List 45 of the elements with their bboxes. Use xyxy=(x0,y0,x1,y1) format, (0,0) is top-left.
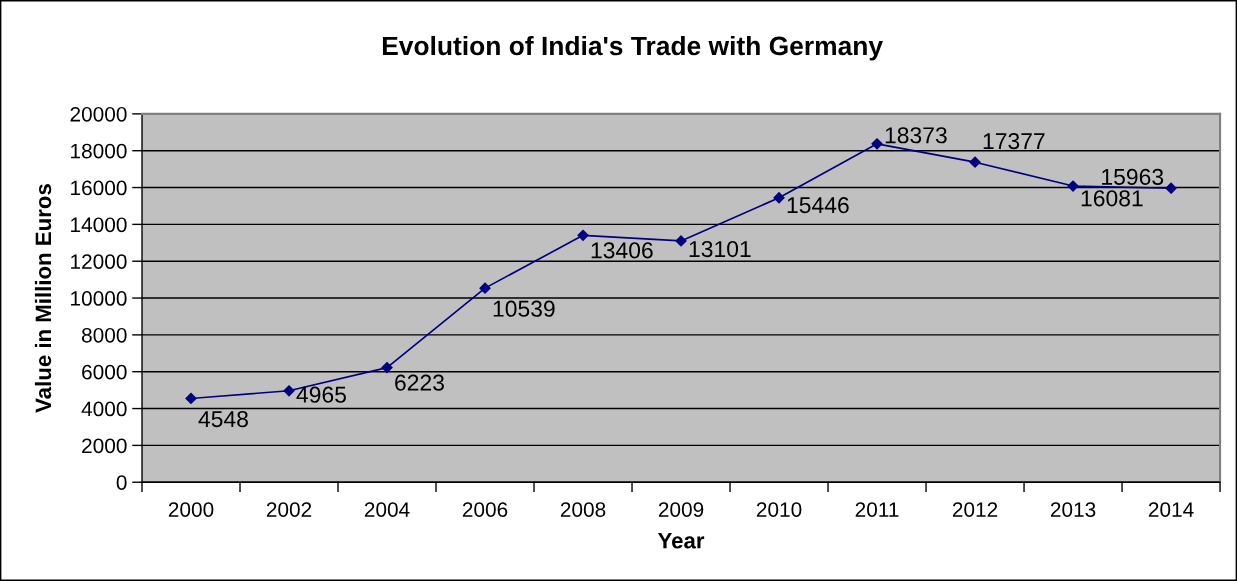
y-tick-label: 4000 xyxy=(81,401,127,417)
y-tick-label: 20000 xyxy=(70,106,127,122)
x-tick-label: 2002 xyxy=(266,502,312,517)
y-tick-label: 2000 xyxy=(82,438,127,454)
y-tick-label: 16000 xyxy=(71,180,127,196)
data-label: 13406 xyxy=(591,242,653,259)
x-tick-label: 2013 xyxy=(1050,502,1096,517)
point xyxy=(1165,182,1177,194)
y-tick-label: 0 xyxy=(116,475,127,490)
point xyxy=(577,229,589,241)
data-label: 16081 xyxy=(1081,190,1143,207)
data-label: 6223 xyxy=(395,374,444,391)
data-label: 15963 xyxy=(1102,168,1164,185)
y-tick-label: 8000 xyxy=(81,327,127,343)
point xyxy=(773,192,785,204)
y-tick-label: 18000 xyxy=(71,143,127,159)
x-tick-label: 2010 xyxy=(756,502,802,517)
y-tick-label: 10000 xyxy=(71,291,127,306)
x-tick-label: 2006 xyxy=(462,502,508,517)
x-tick-label: 2004 xyxy=(364,502,410,517)
point xyxy=(185,392,197,405)
data-label: 13101 xyxy=(689,240,751,258)
data-label: 10539 xyxy=(493,300,555,317)
x-tick-label: 2014 xyxy=(1148,502,1194,517)
point xyxy=(479,282,491,294)
x-tick-label: 2012 xyxy=(952,502,998,517)
point xyxy=(969,156,981,168)
chart-title: Evolution of India's Trade with Germany xyxy=(382,35,883,61)
x-axis-title: Year xyxy=(657,533,705,549)
y-tick-label: 6000 xyxy=(82,364,127,380)
x-tick-label: 2008 xyxy=(560,502,606,517)
y-tick-label: 12000 xyxy=(71,254,127,269)
x-tick-label: 2011 xyxy=(855,502,899,517)
data-label: 15446 xyxy=(787,197,849,214)
y-axis-title: Value in Million Euros xyxy=(34,184,52,413)
point xyxy=(381,362,393,374)
point xyxy=(283,385,295,397)
y-tick-label: 14000 xyxy=(71,217,127,233)
x-tick-label: 2009 xyxy=(658,502,704,517)
data-label: 17377 xyxy=(983,132,1045,150)
x-tick-label: 2000 xyxy=(168,502,214,517)
data-label: 18373 xyxy=(885,127,947,144)
point xyxy=(871,138,883,150)
data-label: 4965 xyxy=(296,386,346,403)
data-label: 4548 xyxy=(198,410,248,428)
